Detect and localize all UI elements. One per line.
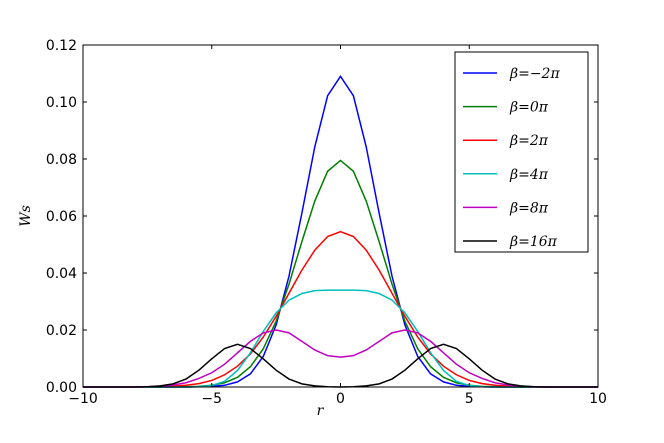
y-axis-label: Ws	[18, 205, 34, 227]
series-line	[83, 289, 598, 388]
x-tick-label: −5	[201, 391, 222, 407]
y-tick-label: 0.04	[46, 266, 77, 282]
series-line	[83, 230, 598, 388]
y-tick-label: 0.12	[46, 38, 77, 54]
x-axis-label: r	[317, 403, 325, 419]
x-tick-label: 5	[465, 391, 474, 407]
legend-label: β=16π	[509, 234, 558, 250]
legend-label: β=0π	[509, 100, 549, 116]
y-tick-label: 0.08	[46, 152, 77, 168]
x-tick-label: 10	[589, 391, 607, 407]
y-tick-label: 0.02	[46, 323, 77, 339]
y-tick-label: 0.00	[46, 380, 77, 396]
y-tick-label: 0.06	[46, 209, 77, 225]
x-tick-label: 0	[336, 391, 345, 407]
x-tick-label: −10	[68, 391, 98, 407]
legend-label: β=4π	[509, 167, 549, 183]
legend-label: β=8π	[509, 200, 549, 216]
y-tick-label: 0.10	[46, 95, 77, 111]
series-line	[83, 329, 598, 388]
legend-label: β=2π	[509, 133, 549, 149]
legend-box	[454, 51, 589, 253]
legend-label: β=−2π	[509, 66, 560, 82]
series-line	[83, 343, 598, 388]
